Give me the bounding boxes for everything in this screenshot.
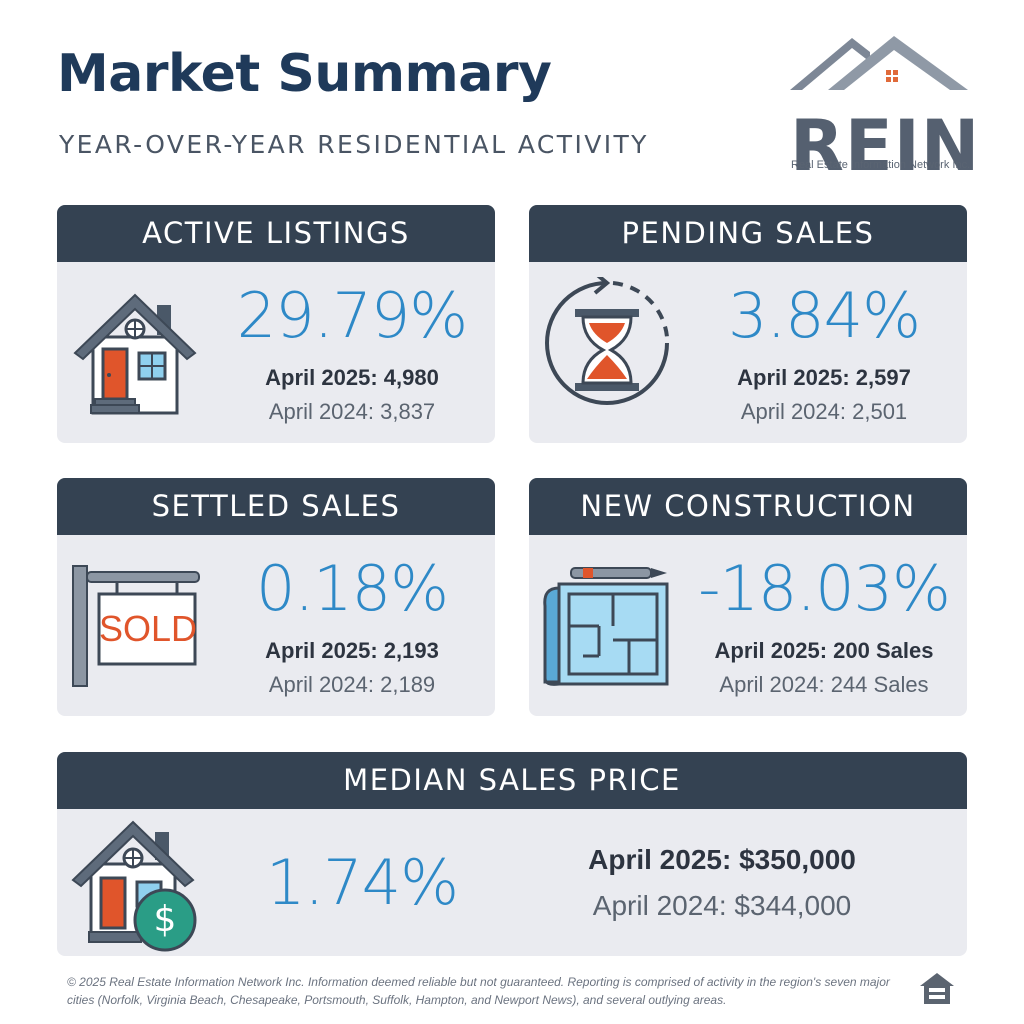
house-dollar-icon: $ [71,820,201,956]
sold-sign-text: SOLD [99,608,198,649]
blueprint-icon [543,566,673,694]
page-title: Market Summary [57,44,552,104]
current-value: April 2025: $350,000 [588,844,856,875]
hourglass-icon [541,271,673,417]
dollar-badge: $ [153,899,177,940]
percent-change: 1.74% [266,846,459,919]
percent-change: -18.03% [698,552,951,625]
current-value: April 2025: 4,980 [265,365,439,390]
house-icon [73,285,197,419]
equal-housing-opportunity-icon [918,970,956,1008]
logo-tagline: Real Estate Information Network Inc. [791,159,971,171]
rein-logo: REIN Real Estate Information Network Inc… [790,36,979,186]
pending-sales-card: PENDING SALES 3.84% April 2025: 2,597 Ap… [529,205,967,443]
current-value: April 2025: 2,193 [265,638,439,663]
sold-sign-icon: SOLD [69,562,203,694]
median-sales-price-card: MEDIAN SALES PRICE $ 1.74% April 2025: $… [57,752,967,956]
previous-value: April 2024: $344,000 [592,890,852,921]
logo-wordmark: REIN [790,105,981,187]
page-subtitle: YEAR-OVER-YEAR RESIDENTIAL ACTIVITY [59,130,649,159]
previous-value: April 2024: 2,189 [268,672,436,697]
card-title: NEW CONSTRUCTION [529,478,967,535]
card-title: MEDIAN SALES PRICE [57,752,967,809]
current-value: April 2025: 2,597 [737,365,911,390]
new-construction-card: NEW CONSTRUCTION -18.03% April 2025: 200… [529,478,967,716]
card-title: PENDING SALES [529,205,967,262]
card-title: ACTIVE LISTINGS [57,205,495,262]
previous-value: April 2024: 244 Sales [719,672,929,697]
card-title: SETTLED SALES [57,478,495,535]
previous-value: April 2024: 3,837 [268,399,436,424]
active-listings-card: ACTIVE LISTINGS 29.79% April 2025: 4,980… [57,205,495,443]
previous-value: April 2024: 2,501 [740,399,908,424]
settled-sales-card: SETTLED SALES SOLD 0.18% April 2025: 2,1… [57,478,495,716]
percent-change: 0.18% [256,552,449,625]
percent-change: 3.84% [728,279,921,352]
roof-logo-icon [790,36,968,90]
current-value: April 2025: 200 Sales [714,638,934,663]
footer-disclaimer: © 2025 Real Estate Information Network I… [67,975,890,1007]
percent-change: 29.79% [236,279,468,352]
